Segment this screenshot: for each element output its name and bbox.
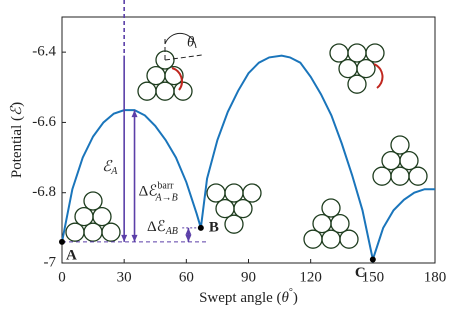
barrier-arrow-head [131,234,138,242]
y-axis-title-text: Potential ( [9,116,25,178]
y-tick-label: -6.4 [32,44,56,60]
difference-arrow-head [185,234,192,242]
activation-label-text: ℰ [102,160,113,176]
rotation-path [373,63,384,89]
barrier-arrow-head [131,110,138,118]
difference-label-text: Δℰ [147,219,166,235]
rotation-path [171,67,183,91]
particle-clusters [65,32,428,249]
x-axis-title-symbol: θ [282,290,290,306]
y-tick-label: -6.6 [32,114,56,130]
state-label: C [355,265,366,281]
cluster [65,191,121,242]
state-label: B [209,219,219,235]
difference-label-sub: AB [165,226,178,237]
x-tick-label: 0 [58,269,66,285]
angle-guide [164,38,203,61]
barrier-label-sub: A→B [155,193,178,204]
x-axis-title: Swept angle (θ°) [199,287,298,306]
angle-arc [164,32,197,49]
x-tick-label: 60 [179,269,194,285]
difference-label: ΔℰAB [147,219,178,237]
state-point [59,238,65,245]
energy-curve [61,54,435,264]
x-tick-label: 120 [299,269,322,285]
x-axis-title-text: Swept angle ( [199,290,281,306]
y-tick-label: -6.8 [32,184,56,200]
x-tick-label: 180 [424,269,447,285]
cluster [303,198,359,249]
x-axis-title-end: ) [293,290,298,306]
barrier-label: Δℰbarr A→B [139,181,178,204]
y-axis-title: Potential (ℰ) [9,102,25,178]
activation-label: ℰA [102,160,118,178]
difference-arrow-head [185,227,192,235]
state-point [369,256,376,263]
y-axis-title-symbol: ℰ [9,105,25,116]
cluster [372,135,428,186]
y-axis-title-end: ) [9,102,25,107]
x-tick-label: 90 [241,269,256,285]
angle-label: θ [187,34,195,50]
barrier-label-sup: barr [157,181,174,192]
barrier-label-text: Δℰ [139,184,158,200]
state-point [197,224,204,231]
activation-arrow-head [121,234,128,242]
x-tick-label: 30 [117,269,132,285]
x-tick-label: 150 [362,269,385,285]
x-axis-title-sup: ° [289,287,293,298]
state-label: A [66,247,77,263]
y-tick-label: -7 [44,254,57,270]
activation-label-sub: A [110,166,118,177]
cluster [329,43,385,94]
